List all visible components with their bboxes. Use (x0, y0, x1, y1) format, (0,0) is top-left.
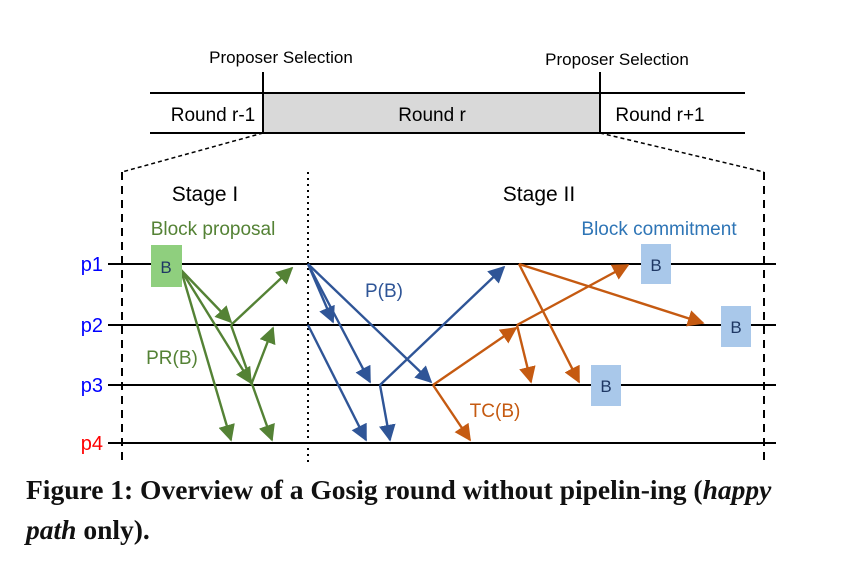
proposal-arrow (179, 269, 253, 385)
proposal-arrow (249, 326, 276, 386)
prevote-arrow (378, 384, 396, 442)
prevote-message-label: P(B) (365, 281, 403, 302)
prevote-arrow (379, 265, 506, 386)
committed-block-p1 (641, 244, 671, 284)
proposal-arrow (179, 269, 235, 442)
proposal-messages (179, 266, 294, 442)
commit-message-label: TC(B) (470, 401, 521, 422)
caption-italic: happy path (26, 474, 772, 545)
proposal-arrow (230, 266, 294, 326)
zoom-line-left (121, 132, 264, 173)
figure-caption: Figure 1: Overview of a Gosig round with… (26, 470, 826, 550)
process-label-p1: p1 (81, 254, 103, 276)
caption-text-end: only). (76, 514, 150, 545)
stage-1-title: Stage I (172, 183, 239, 206)
commit-arrow (517, 263, 581, 384)
committed-block-p2-label: B (730, 318, 741, 337)
gosig-round-diagram: Proposer Selection Proposer Selection Ro… (81, 48, 776, 462)
prevote-arrow (306, 324, 368, 442)
commit-arrow (432, 384, 471, 442)
commit-messages (432, 262, 705, 442)
proposer-selection-label-right: Proposer Selection (545, 50, 689, 69)
zoom-line-right (599, 132, 765, 173)
committed-block-p3-label: B (600, 377, 611, 396)
stage-2-title: Stage II (503, 183, 575, 206)
committed-block-p2 (721, 306, 751, 347)
proposed-block (151, 245, 182, 287)
proposal-arrow (180, 269, 233, 324)
round-current-label: Round r (398, 105, 466, 126)
committed-block-p3 (591, 365, 621, 406)
commit-arrow (518, 262, 705, 327)
caption-text-start: Figure 1: Overview of a Gosig round with… (26, 474, 703, 505)
proposed-block-label: B (160, 258, 171, 277)
proposal-message-label: PR(B) (146, 348, 198, 369)
commit-arrow (432, 327, 518, 386)
commit-arrow (515, 324, 536, 384)
prevote-messages (306, 263, 506, 442)
process-label-p4: p4 (81, 433, 103, 455)
current-round-band (263, 93, 600, 133)
prevote-arrow (307, 263, 433, 384)
process-label-p2: p2 (81, 315, 103, 337)
committed-block-p1-label: B (650, 256, 661, 275)
round-prev-label: Round r-1 (171, 105, 256, 126)
stage-2-subtitle: Block commitment (581, 219, 737, 240)
round-timeline: Proposer Selection Proposer Selection Ro… (150, 48, 745, 134)
commit-arrow (516, 263, 630, 327)
proposer-selection-label-left: Proposer Selection (209, 48, 353, 67)
process-label-p3: p3 (81, 375, 103, 397)
round-next-label: Round r+1 (615, 105, 704, 126)
stage-1-subtitle: Block proposal (151, 219, 276, 240)
prevote-arrow (306, 263, 372, 384)
process-lines: p1 p2 p3 p4 (81, 254, 776, 455)
